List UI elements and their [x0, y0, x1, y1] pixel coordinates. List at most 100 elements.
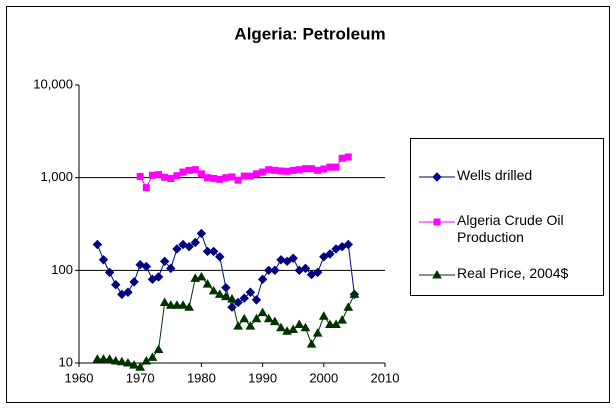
point	[269, 316, 280, 326]
point	[161, 173, 169, 181]
point	[432, 172, 442, 182]
point	[111, 279, 121, 290]
legend-swatch	[419, 172, 455, 182]
chart-border	[6, 6, 610, 403]
point	[153, 272, 164, 282]
point	[98, 255, 109, 265]
legend-swatch	[419, 269, 455, 279]
point	[263, 313, 274, 323]
point	[228, 173, 236, 181]
point	[147, 352, 158, 361]
point	[251, 313, 262, 323]
point	[257, 307, 268, 317]
point	[129, 360, 139, 369]
point	[240, 172, 248, 180]
legend-label: Algeria Crude Oil Production	[457, 212, 564, 245]
point	[337, 315, 348, 324]
point	[167, 174, 175, 182]
point	[283, 167, 291, 175]
x-tick-label: 1980	[187, 370, 216, 385]
point	[148, 171, 156, 179]
point	[326, 163, 334, 171]
point	[288, 324, 299, 333]
point	[288, 253, 298, 263]
x-tick-label: 1990	[248, 370, 277, 385]
point	[270, 265, 280, 276]
point	[179, 168, 187, 176]
point	[295, 166, 303, 174]
point	[294, 319, 305, 329]
point	[197, 170, 205, 178]
point	[234, 176, 242, 184]
point	[208, 285, 219, 295]
point	[196, 271, 207, 281]
point	[98, 354, 109, 363]
point	[239, 313, 250, 323]
point	[264, 265, 274, 276]
point	[204, 174, 212, 182]
point	[343, 302, 354, 311]
legend-label: Wells drilled	[457, 167, 533, 183]
point	[153, 344, 164, 353]
point	[190, 237, 200, 248]
legend: Wells drilled Algeria Crude Oil Productio…	[410, 138, 604, 296]
point	[173, 172, 181, 180]
y-tick-label: 100	[51, 262, 73, 277]
point	[166, 263, 176, 274]
point	[300, 322, 311, 332]
point	[185, 166, 193, 174]
point	[332, 163, 340, 171]
point	[135, 362, 146, 371]
point	[202, 246, 213, 257]
point	[191, 166, 199, 174]
point	[92, 239, 103, 250]
point	[129, 277, 139, 287]
point	[320, 165, 328, 173]
point	[251, 295, 262, 305]
point	[184, 241, 194, 252]
point	[210, 174, 218, 182]
point	[319, 252, 329, 262]
point	[239, 293, 249, 303]
point	[312, 328, 323, 337]
legend-label: Real Price, 2004$	[457, 265, 569, 281]
point	[216, 175, 224, 183]
point	[116, 356, 127, 366]
point	[245, 287, 256, 297]
point	[233, 321, 243, 330]
point	[221, 291, 231, 301]
point	[142, 184, 150, 192]
point	[245, 321, 256, 330]
point	[184, 302, 195, 311]
point	[308, 165, 316, 173]
point	[178, 300, 188, 309]
point	[432, 269, 442, 279]
point	[289, 166, 297, 174]
point	[282, 256, 292, 267]
x-tick-label: 2000	[309, 370, 338, 385]
point	[202, 279, 213, 288]
point	[265, 166, 273, 174]
point	[344, 153, 352, 161]
chart-title: Algeria: Petroleum	[234, 24, 385, 43]
point	[214, 289, 225, 298]
point	[314, 166, 322, 174]
point	[246, 172, 254, 180]
x-tick-label: 1960	[65, 370, 94, 385]
point	[433, 218, 441, 226]
point	[271, 166, 279, 174]
point	[349, 289, 360, 298]
point	[196, 228, 207, 239]
legend-swatch	[419, 218, 455, 226]
point	[172, 244, 182, 254]
point	[172, 300, 182, 309]
point	[318, 311, 329, 320]
point	[252, 170, 260, 178]
point	[141, 261, 152, 272]
point	[155, 171, 163, 179]
y-tick-label: 10,000	[33, 76, 73, 91]
x-tick-label: 2010	[371, 370, 400, 385]
point	[331, 319, 341, 329]
